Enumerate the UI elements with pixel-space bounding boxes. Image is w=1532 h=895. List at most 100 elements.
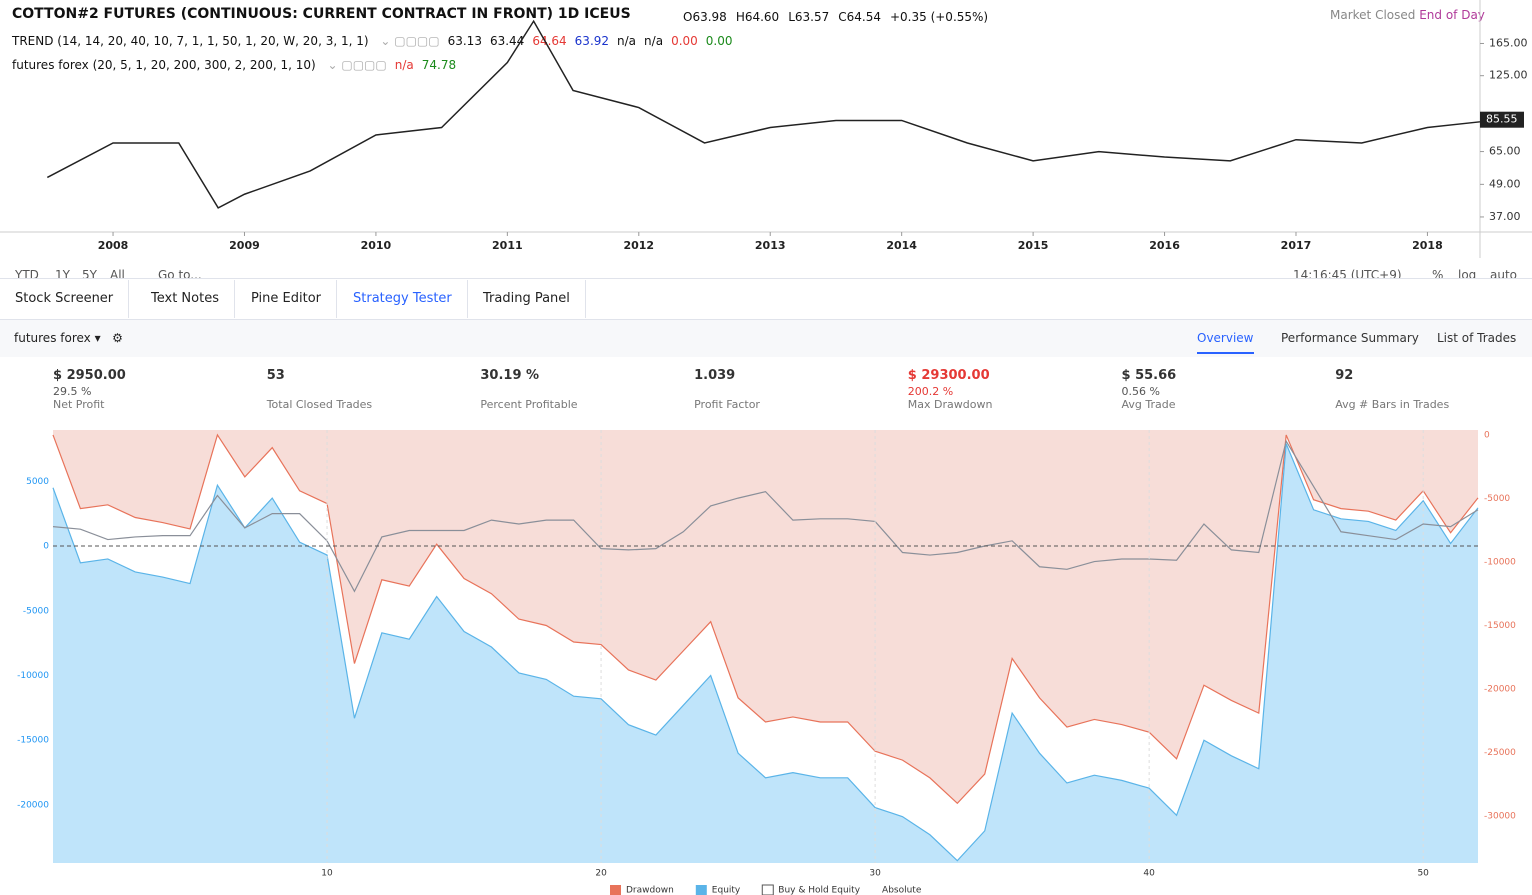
stat-label: Net Profit <box>53 398 105 411</box>
y-tick-label: -15000 <box>17 736 49 746</box>
y2-tick-label: -15000 <box>1484 621 1516 631</box>
indicator-row: futures forex (20, 5, 1, 20, 200, 300, 2… <box>12 58 464 72</box>
stat: 30.19 % Percent Profitable <box>480 368 577 411</box>
x-tick-label: 2018 <box>1412 239 1443 252</box>
indicator-controls: ⌄ ▢▢▢▢ <box>323 58 387 72</box>
tab-bar <box>0 278 1532 320</box>
y-tick-label: 65.00 <box>1489 145 1521 158</box>
stat-label: Percent Profitable <box>480 398 578 411</box>
stat-sub: 0.56 % <box>1121 385 1160 398</box>
symbol[interactable]: COTTON#2 FUTURES (CONTINUOUS: CURRENT CO… <box>12 6 554 22</box>
y-tick-label: 49.00 <box>1489 177 1521 190</box>
ohlc-value: +0.35 (+0.55%) <box>889 10 989 24</box>
ohlc-value: H64.60 <box>735 10 780 24</box>
stat: 1.039 Profit Factor <box>694 368 760 411</box>
series-line <box>52 439 1479 593</box>
y-tick-label: 37.00 <box>1489 210 1521 223</box>
x-tick-label: 2008 <box>98 239 129 252</box>
stat-sub <box>694 385 760 398</box>
legend-mode[interactable]: Absolute <box>882 886 922 895</box>
range-item[interactable]: 1Y <box>55 268 70 278</box>
indicator-value: n/a <box>617 34 637 48</box>
stat-sub <box>480 385 577 398</box>
ohlc-value: O63.98 <box>683 10 727 24</box>
stat-value: 53 <box>266 368 285 383</box>
x-tick-label: 10 <box>321 869 333 879</box>
view-tab[interactable]: List of Trades <box>1437 331 1517 345</box>
range-item[interactable]: Go to... <box>158 268 202 278</box>
ohlc: O63.98 H64.60 L63.57 C64.54 +0.35 (+0.55%) <box>683 10 997 24</box>
tab[interactable]: Pine Editor <box>236 280 338 318</box>
indicator-value: 63.13 <box>447 34 482 48</box>
stat-value: $ 55.66 <box>1121 368 1177 383</box>
stat-label: Profit Factor <box>694 398 760 411</box>
range-item[interactable]: log <box>1458 268 1477 278</box>
indicator-value: 0.00 <box>705 34 733 48</box>
y-tick-label: 165.00 <box>1489 36 1528 49</box>
stat-sub: 29.5 % <box>53 385 92 398</box>
indicator-value: 0.00 <box>671 34 698 48</box>
indicator-value: n/a <box>644 34 664 48</box>
x-tick-label: 2014 <box>886 239 917 252</box>
range-item[interactable]: auto <box>1490 268 1518 278</box>
legend-swatch <box>761 884 774 895</box>
stat: $ 2950.00 29.5 % Net Profit <box>53 368 126 411</box>
x-tick-label: 2016 <box>1149 239 1180 252</box>
stat-value: 30.19 % <box>480 368 540 383</box>
range-item[interactable]: 5Y <box>82 268 97 278</box>
stat: $ 29300.00 200.2 % Max Drawdown <box>908 368 993 411</box>
exchange[interactable]: ICEUS <box>584 6 631 22</box>
x-tick-label: 2009 <box>229 239 260 252</box>
range-item[interactable]: 14:16:45 (UTC+9) <box>1293 268 1402 278</box>
indicator-label[interactable]: futures forex (20, 5, 1, 20, 200, 300, 2… <box>12 58 316 72</box>
y2-tick-label: -5000 <box>1484 494 1510 504</box>
x-tick-label: 2013 <box>755 239 786 252</box>
y2-tick-label: -10000 <box>1484 557 1516 567</box>
area-fill <box>53 430 1478 804</box>
y-tick-label: 0 <box>43 542 49 552</box>
stat-sub: 200.2 % <box>907 385 954 398</box>
y2-tick-label: -25000 <box>1484 748 1516 758</box>
tab[interactable]: Stock Screener <box>0 280 130 318</box>
stat-label: Max Drawdown <box>907 398 993 411</box>
y-tick-label: 125.00 <box>1489 69 1528 82</box>
strategy-name[interactable]: futures forex ▾ ⚙ <box>14 331 123 345</box>
symbol-title[interactable]: COTTON#2 FUTURES (CONTINUOUS: CURRENT CO… <box>12 6 631 22</box>
tab[interactable]: Strategy Tester <box>338 280 468 318</box>
price-line <box>46 19 1481 209</box>
range-item[interactable]: % <box>1432 268 1444 278</box>
indicator-controls: ⌄ ▢▢▢▢ <box>376 34 440 48</box>
market-status: Market Closed End of Day <box>1330 8 1485 22</box>
range-item[interactable]: All <box>110 268 125 278</box>
price-chart: 37.00 49.00 65.00 125.00 165.00 2008 2009 2010 2… <box>0 0 1532 258</box>
last-price-box <box>1480 111 1524 128</box>
legend-label[interactable]: Buy & Hold Equity <box>778 886 860 895</box>
x-tick-label: 50 <box>1417 869 1429 879</box>
legend-label[interactable]: Equity <box>712 886 741 895</box>
status: Market Closed <box>1330 8 1416 22</box>
indicator-label[interactable]: TREND (14, 14, 20, 40, 10, 7, 1, 1, 50, … <box>12 34 369 48</box>
strategy-bar <box>0 320 1532 357</box>
range-item[interactable]: YTD <box>15 268 39 278</box>
ohlc-value: C64.54 <box>838 10 881 24</box>
stat: $ 55.66 0.56 % Avg Trade <box>1122 368 1177 411</box>
series-line <box>52 443 1479 862</box>
y2-tick-label: -30000 <box>1484 812 1516 822</box>
stat-value: 92 <box>1335 368 1354 383</box>
last-price-label: 85.55 <box>1486 113 1518 126</box>
stat-label: Avg # Bars in Trades <box>1335 398 1450 411</box>
stat-value: $ 29300.00 <box>907 368 990 383</box>
interval[interactable]: 1D <box>557 6 580 22</box>
x-tick-label: 40 <box>1143 869 1155 879</box>
tab[interactable]: Trading Panel <box>468 280 586 318</box>
area-fill <box>53 443 1478 863</box>
indicator-value: n/a <box>394 58 414 72</box>
ohlc-value: L63.57 <box>788 10 830 24</box>
legend-label[interactable]: Drawdown <box>626 886 674 895</box>
tab[interactable]: Text Notes <box>136 280 235 318</box>
view-tab[interactable]: Performance Summary <box>1281 331 1419 345</box>
view-tab[interactable]: Overview <box>1197 331 1254 354</box>
strategy-label[interactable]: futures forex <box>14 331 91 345</box>
x-tick-label: 2012 <box>623 239 654 252</box>
